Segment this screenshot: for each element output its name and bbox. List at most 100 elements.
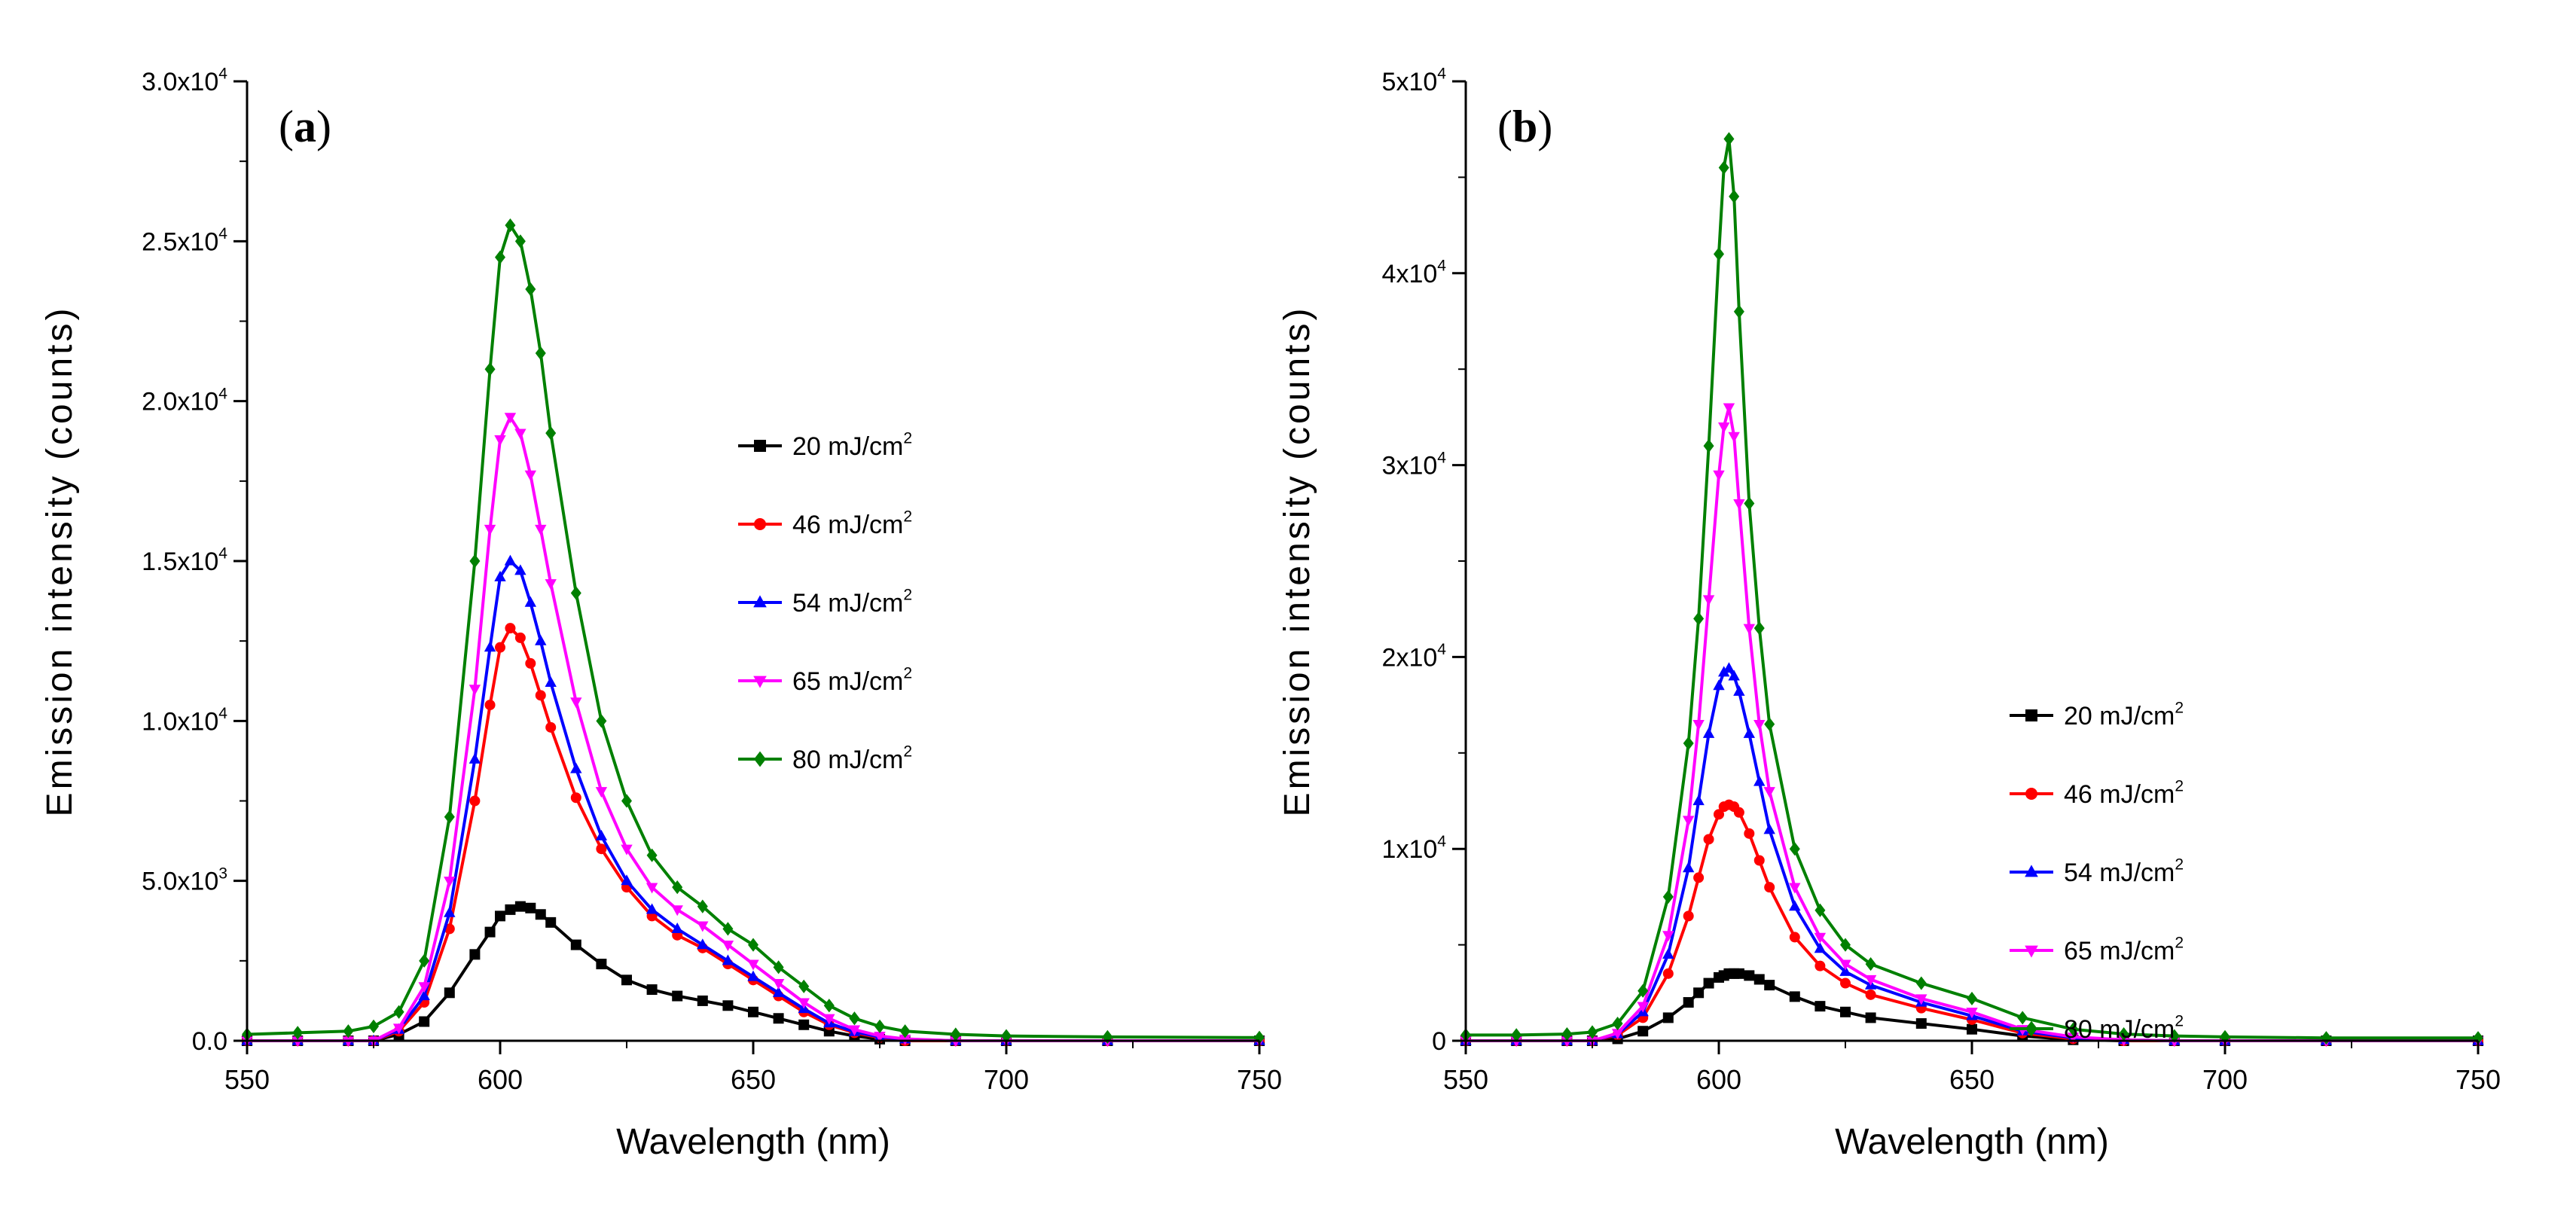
tick-label-exponent: 3 (218, 865, 227, 882)
y-tick-label: 4x104 (1382, 258, 1447, 288)
data-point (1814, 960, 1826, 971)
panel-label-letter: a (294, 102, 316, 151)
data-point (1814, 903, 1826, 917)
tick-label-mantissa: 2.5x10 (142, 227, 218, 256)
legend-item: 65 mJ/cm2 (738, 665, 912, 696)
series-3 (241, 554, 1265, 1045)
data-point (1637, 1026, 1649, 1037)
data-point (469, 752, 481, 764)
data-point (1692, 795, 1705, 806)
panel-label-open-paren: ( (1497, 102, 1512, 151)
data-point (748, 1006, 758, 1017)
x-axis-title: Wavelength (nm) (616, 1122, 890, 1162)
data-point (393, 1005, 404, 1019)
data-point (444, 877, 456, 888)
legend-item: 20 mJ/cm2 (738, 430, 912, 461)
tick-label-exponent: 2 (2175, 935, 2184, 952)
data-point (672, 880, 683, 895)
tick-label-mantissa: 46 mJ/cm (792, 511, 903, 539)
tick-label-exponent: 2 (903, 430, 912, 447)
data-point (1864, 974, 1877, 986)
data-point (1718, 666, 1730, 677)
tick-label-mantissa: 1.5x10 (142, 547, 218, 576)
data-point (535, 346, 546, 361)
data-point (1662, 931, 1674, 942)
data-point (1682, 816, 1695, 827)
data-point (1703, 439, 1714, 453)
tick-label-mantissa: 3.0x10 (142, 68, 218, 96)
data-point (747, 959, 759, 971)
data-point (595, 787, 608, 798)
x-tick-label: 550 (224, 1064, 270, 1095)
data-point (1865, 989, 1876, 1000)
data-point (514, 564, 526, 575)
tick-label-mantissa: 1x10 (1382, 835, 1438, 864)
data-point (1814, 932, 1827, 944)
data-point (621, 974, 632, 986)
tick-label-exponent: 4 (218, 66, 227, 83)
data-point (671, 905, 683, 917)
data-point (484, 700, 496, 711)
data-point (504, 554, 517, 566)
tick-label-mantissa: 20 mJ/cm (792, 432, 903, 461)
data-point (621, 794, 632, 808)
data-point (1662, 889, 1674, 904)
tick-label-mantissa: 20 mJ/cm (2064, 702, 2175, 730)
data-point (595, 829, 608, 840)
data-point (495, 250, 505, 264)
x-tick-label: 600 (1696, 1064, 1741, 1095)
data-point (1789, 900, 1801, 911)
data-point (2473, 1031, 2483, 1045)
data-point (621, 874, 633, 886)
legend-item: 80 mJ/cm2 (2010, 1013, 2184, 1044)
x-tick-label: 650 (731, 1064, 776, 1095)
y-tick-label: 3x104 (1382, 449, 1447, 480)
legend-marker (754, 751, 766, 767)
data-point (418, 982, 430, 993)
data-point (1723, 403, 1735, 414)
data-point (2017, 1011, 2028, 1025)
data-point (646, 883, 658, 894)
legend-label: 54 mJ/cm2 (2064, 856, 2184, 887)
data-point (823, 1014, 835, 1025)
y-tick-label: 3.0x104 (142, 66, 227, 96)
data-point (535, 634, 547, 645)
data-point (505, 623, 516, 634)
data-point (1839, 959, 1851, 971)
data-point (444, 810, 455, 824)
legend-label: 65 mJ/cm2 (2064, 935, 2184, 965)
data-point (419, 953, 430, 968)
tick-label-exponent: 2 (2175, 1013, 2184, 1030)
data-point (621, 844, 633, 856)
data-point (1839, 965, 1851, 976)
legend-label: 20 mJ/cm2 (792, 430, 912, 461)
legend-marker (2025, 945, 2038, 958)
data-point (1713, 470, 1725, 481)
series-group (241, 218, 1265, 1048)
data-point (469, 795, 481, 807)
data-point (1763, 823, 1775, 834)
data-point (494, 570, 506, 581)
data-point (1718, 422, 1730, 434)
data-point (535, 909, 546, 920)
data-point (1743, 624, 1756, 635)
data-point (368, 1019, 379, 1033)
data-point (570, 697, 582, 709)
data-point (1733, 685, 1745, 696)
data-point (697, 921, 709, 932)
tick-label-mantissa: 46 mJ/cm (2064, 780, 2175, 809)
data-point (504, 413, 517, 424)
series-line (1466, 137, 2478, 1040)
data-point (1713, 679, 1725, 691)
legend-marker (2025, 865, 2038, 877)
data-point (484, 362, 496, 377)
panel-label: (a) (279, 102, 331, 151)
data-point (419, 1016, 430, 1027)
data-point (2169, 1029, 2180, 1043)
y-tick-label: 2.5x104 (142, 225, 227, 256)
series-4 (1460, 403, 2484, 1048)
tick-label-exponent: 2 (2175, 778, 2184, 795)
data-point (1744, 496, 1755, 511)
